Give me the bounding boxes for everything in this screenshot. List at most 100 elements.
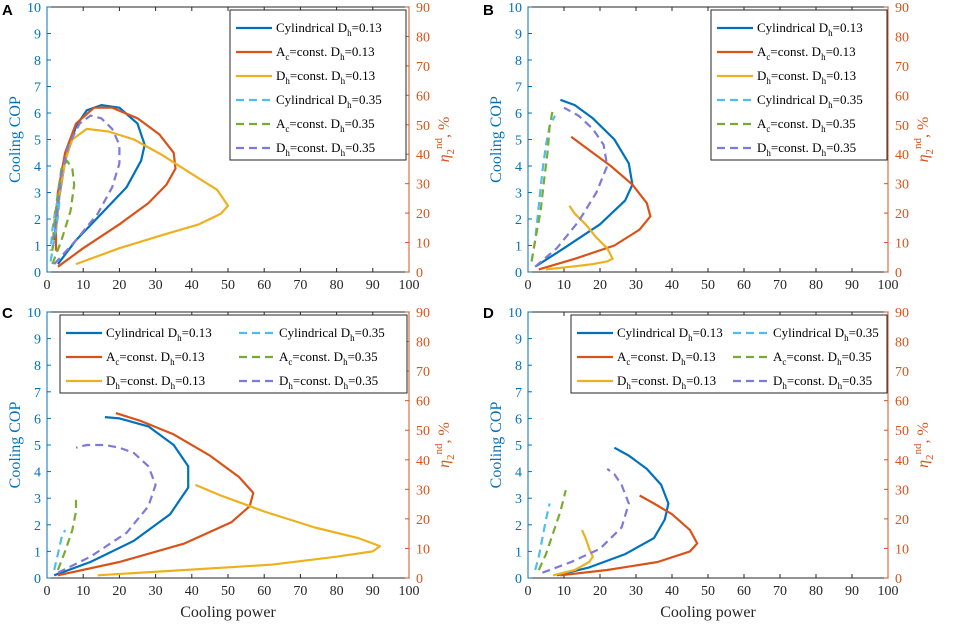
y-right-tick-label: 70 — [416, 60, 430, 75]
series-line-4 — [530, 115, 556, 262]
x-tick-label: 0 — [44, 278, 51, 293]
series-line-1 — [53, 104, 146, 265]
y-left-tick-label: 1 — [34, 545, 41, 560]
y-right-axis-title: η2nd, % — [433, 117, 457, 163]
y-left-tick-label: 6 — [515, 412, 522, 427]
y-right-tick-label: 40 — [416, 148, 430, 163]
y-left-tick-label: 2 — [515, 213, 522, 228]
y-right-tick-label: 80 — [416, 30, 430, 45]
y-right-tick-label: 90 — [416, 1, 430, 16]
series-line-2 — [57, 412, 255, 577]
x-tick-label: 20 — [593, 584, 607, 599]
y-right-tick-label: 50 — [895, 424, 909, 439]
y-left-tick-label: 7 — [34, 386, 41, 401]
y-left-tick-label: 4 — [515, 466, 522, 481]
x-tick-label: 10 — [557, 584, 571, 599]
y-left-tick-label: 10 — [27, 306, 41, 321]
series-line-1 — [53, 416, 190, 577]
y-right-tick-label: 30 — [895, 483, 909, 498]
y-right-axis-title: η2nd, % — [912, 117, 936, 163]
series-line-5 — [51, 159, 76, 265]
y-left-tick-label: 6 — [515, 107, 522, 122]
y-right-tick-label: 50 — [416, 424, 430, 439]
y-left-tick-label: 0 — [515, 266, 522, 281]
y-left-axis-title: Cooling COP — [7, 402, 24, 489]
y-right-tick-label: 90 — [895, 1, 909, 16]
series-line-2 — [538, 135, 652, 271]
series-line-3 — [552, 529, 594, 577]
x-tick-label: 40 — [665, 584, 679, 599]
y-left-tick-label: 4 — [34, 160, 41, 175]
y-right-tick-label: 60 — [895, 89, 909, 104]
chart-panel-d: D0 10 20 30 40 50 60 70 80 90 10001234567891001020… — [483, 305, 936, 621]
x-tick-label: 50 — [221, 278, 235, 293]
x-tick-label: 30 — [629, 278, 643, 293]
legend: Cylindrical Dh=0.13 Cylindrical Dh=0.35 Ac… — [59, 314, 408, 394]
legend-box — [59, 314, 408, 394]
x-tick-label: 80 — [330, 584, 344, 599]
legend-entry-label: Cylindrical Dh=0.35 — [757, 92, 863, 110]
y-right-tick-label: 60 — [416, 395, 430, 410]
y-left-tick-label: 3 — [515, 492, 522, 507]
legend-entry-label: Ac=const. Dh=0.13 — [276, 44, 375, 62]
series-line-6 — [53, 114, 121, 265]
y-right-tick-label: 60 — [895, 395, 909, 410]
x-tick-label: 10 — [76, 278, 90, 293]
y-left-tick-label: 4 — [34, 466, 41, 481]
y-right-tick-label: 40 — [416, 454, 430, 469]
y-left-tick-label: 10 — [508, 1, 522, 16]
series-line-2 — [560, 494, 699, 577]
y-right-tick-label: 20 — [416, 207, 430, 222]
legend-entry-label: Ac=const. Dh=0.35 — [276, 116, 375, 134]
x-tick-label: 20 — [112, 584, 126, 599]
y-right-tick-label: 50 — [895, 119, 909, 134]
legend-entry-label: Cylindrical Dh=0.13 — [617, 325, 723, 343]
x-tick-label: 80 — [809, 584, 823, 599]
y-left-tick-label: 5 — [515, 134, 522, 149]
y-right-tick-label: 80 — [895, 30, 909, 45]
x-tick-label: 30 — [629, 584, 643, 599]
y-left-tick-label: 8 — [515, 54, 522, 69]
y-left-tick-label: 2 — [34, 519, 41, 534]
x-tick-label: 10 — [557, 278, 571, 293]
x-tick-label: 50 — [701, 278, 715, 293]
chart-panel-b: B0 10 20 30 40 50 60 70 80 90 10001234567891001020… — [483, 1, 936, 293]
y-left-tick-label: 3 — [34, 492, 41, 507]
legend-entry-label: Dh=const. Dh=0.35 — [279, 373, 378, 391]
legend-entry-label: Ac=const. Dh=0.13 — [757, 44, 856, 62]
y-left-tick-label: 3 — [515, 187, 522, 202]
legend-box — [570, 314, 888, 394]
y-right-tick-label: 10 — [416, 542, 430, 557]
y-left-tick-label: 5 — [34, 134, 41, 149]
y-right-tick-label: 30 — [416, 178, 430, 193]
y-right-tick-label: 10 — [895, 542, 909, 557]
legend-entry-label: Dh=const. Dh=0.35 — [773, 373, 872, 391]
x-tick-label: 50 — [221, 584, 235, 599]
y-right-axis-title: η2nd, % — [912, 422, 936, 468]
series-line-4 — [49, 196, 61, 262]
y-left-tick-label: 0 — [34, 572, 41, 587]
x-tick-label: 40 — [665, 278, 679, 293]
legend: Cylindrical Dh=0.13 Ac=const. Dh=0.13 Dh=c… — [229, 9, 407, 161]
y-right-tick-label: 0 — [895, 572, 902, 587]
y-left-tick-label: 2 — [34, 213, 41, 228]
x-tick-label: 60 — [737, 278, 751, 293]
y-left-tick-label: 5 — [515, 439, 522, 454]
y-left-axis-title: Cooling COP — [488, 96, 505, 183]
y-right-tick-label: 0 — [895, 266, 902, 281]
y-left-tick-label: 8 — [34, 54, 41, 69]
y-right-tick-label: 40 — [895, 454, 909, 469]
x-axis-title: Cooling power — [660, 604, 756, 621]
x-tick-label: 20 — [112, 278, 126, 293]
x-tick-label: 100 — [399, 584, 420, 599]
legend-entry-label: Ac=const. Dh=0.13 — [106, 349, 205, 367]
legend-entry-label: Cylindrical Dh=0.35 — [276, 92, 382, 110]
y-left-tick-label: 5 — [34, 439, 41, 454]
x-tick-label: 0 — [44, 584, 51, 599]
x-tick-label: 70 — [293, 584, 307, 599]
legend-entry-label: Ac=const. Dh=0.13 — [617, 349, 716, 367]
x-tick-label: 80 — [809, 278, 823, 293]
x-tick-label: 90 — [366, 584, 380, 599]
y-right-axis-title: η2nd, % — [433, 422, 457, 468]
